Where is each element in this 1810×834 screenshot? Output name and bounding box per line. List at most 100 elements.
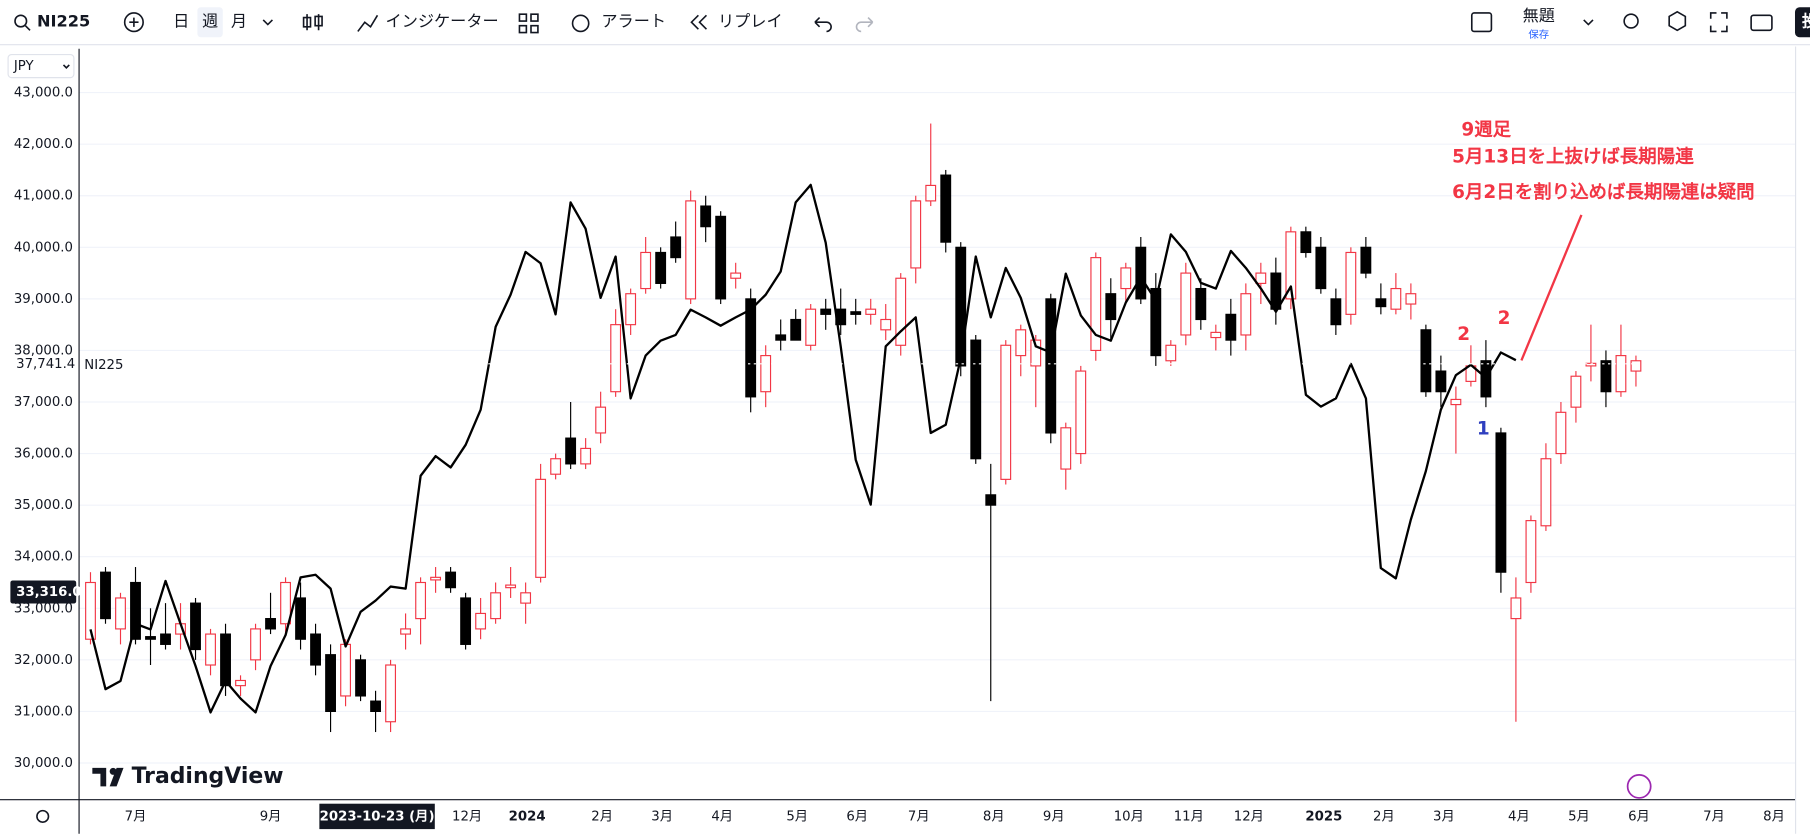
- candle-body: [685, 200, 697, 300]
- timezone-button[interactable]: [36, 809, 50, 823]
- redo-button[interactable]: [855, 17, 874, 33]
- quick-search[interactable]: [1623, 13, 1639, 29]
- x-tick-label: 9月: [260, 809, 282, 824]
- candle-body: [580, 447, 592, 465]
- undo-button[interactable]: [814, 17, 832, 33]
- interval-active-bg: [197, 7, 223, 38]
- candle-body: [1000, 344, 1012, 480]
- crosshair-price-box: [10, 580, 77, 604]
- candle-body: [1045, 298, 1057, 434]
- candle-body: [760, 355, 772, 393]
- publish-button[interactable]: [1794, 7, 1810, 38]
- x-tick-label: 3月: [651, 809, 673, 824]
- currency: JPY: [13, 59, 35, 74]
- candle-body: [1435, 370, 1447, 393]
- annotation-title: 9週足: [1461, 120, 1511, 141]
- settings-button[interactable]: [1668, 10, 1687, 32]
- candle-body: [1060, 427, 1072, 470]
- x-tick-label: 5月: [1568, 809, 1590, 824]
- candle-body: [385, 664, 397, 723]
- replay-button[interactable]: リプレイ: [718, 12, 783, 31]
- y-tick-label: 37,000.0: [14, 395, 73, 410]
- interval-day[interactable]: 日: [173, 12, 189, 31]
- symbol-search[interactable]: NI225: [14, 12, 90, 31]
- candle-body: [1225, 313, 1237, 341]
- candle-body: [700, 205, 712, 228]
- candle-body: [745, 298, 757, 398]
- candle-body: [1315, 246, 1327, 290]
- currency-button[interactable]: [7, 53, 75, 79]
- candle-body: [1210, 331, 1222, 339]
- x-tick-label: 7月: [908, 809, 930, 824]
- alert-button[interactable]: アラート: [601, 12, 666, 31]
- candle-body: [1120, 267, 1132, 290]
- y-tick-label: 36,000.0: [14, 447, 73, 462]
- candle-body: [1390, 287, 1402, 310]
- y-tick-label: 38,000.0: [14, 343, 73, 358]
- x-tick-label: 2月: [1373, 809, 1395, 824]
- candle-body: [1600, 360, 1612, 393]
- layout-name[interactable]: 無題: [1523, 6, 1555, 25]
- candle-body: [400, 628, 412, 635]
- wave-label: 2: [1498, 308, 1511, 329]
- candle-body: [130, 581, 141, 640]
- plus-icon: [123, 12, 144, 33]
- candle-body: [490, 592, 502, 620]
- interval-month[interactable]: 月: [231, 12, 247, 31]
- candle-body: [220, 633, 231, 687]
- x-tick-label: 10月: [1114, 809, 1144, 824]
- candle-body: [460, 597, 472, 645]
- x-tick-label: 2月: [591, 809, 613, 824]
- layout-button[interactable]: [1470, 12, 1493, 33]
- candle-body: [520, 592, 532, 604]
- x-tick-label: 4月: [711, 809, 733, 824]
- indicators-button[interactable]: インジケーター: [386, 12, 499, 31]
- candle-body: [1030, 339, 1042, 367]
- x-tick-label: 2025: [1305, 809, 1342, 824]
- candle-body: [925, 184, 937, 202]
- news-button[interactable]: [1626, 773, 1652, 799]
- x-tick-label: 8月: [1763, 809, 1785, 824]
- compare-button[interactable]: [123, 12, 144, 33]
- candle-body: [115, 597, 126, 630]
- chart-type-button[interactable]: [302, 14, 323, 31]
- candle-body: [1570, 375, 1582, 408]
- candle-body: [670, 236, 682, 259]
- candle-body: [1555, 411, 1567, 455]
- candle-body: [160, 633, 171, 645]
- candle-body: [1450, 398, 1462, 406]
- currency-dropdown: [62, 64, 70, 69]
- y-tick-label: 35,000.0: [14, 498, 73, 513]
- candle-body: [535, 478, 547, 578]
- x-tick-label: 4月: [1508, 809, 1530, 824]
- candle-body: [85, 581, 96, 640]
- y-tick-label: 42,000.0: [14, 137, 73, 152]
- candle-body: [1630, 360, 1642, 372]
- candle-body: [295, 597, 306, 640]
- layout-dropdown[interactable]: [1583, 19, 1594, 26]
- candle-body: [790, 318, 802, 341]
- candle-body: [640, 251, 652, 290]
- plus-icon: [129, 17, 139, 27]
- save-label[interactable]: 保存: [1528, 28, 1549, 41]
- candle-body: [715, 215, 727, 300]
- x-tick-label: 2024: [509, 809, 546, 824]
- candle-body: [595, 406, 607, 434]
- candle-body: [1345, 251, 1357, 315]
- candle-body: [430, 576, 442, 581]
- fullscreen-button[interactable]: [1709, 12, 1728, 33]
- x-tick-label: 11月: [1174, 809, 1204, 824]
- logo: TradingView: [92, 764, 283, 789]
- candle-body: [1360, 246, 1372, 274]
- interval-dropdown[interactable]: [262, 19, 273, 26]
- screenshot-button[interactable]: [1750, 14, 1773, 32]
- candle-body: [1135, 246, 1147, 300]
- search-icon: [14, 14, 28, 28]
- candle-body: [610, 324, 622, 393]
- candle-body: [820, 308, 832, 315]
- interval-week[interactable]: 週: [202, 12, 218, 31]
- candle-body: [1285, 231, 1297, 300]
- candle-body: [1240, 293, 1252, 336]
- templates-button[interactable]: [518, 13, 539, 34]
- x-tick-label: 6月: [846, 809, 868, 824]
